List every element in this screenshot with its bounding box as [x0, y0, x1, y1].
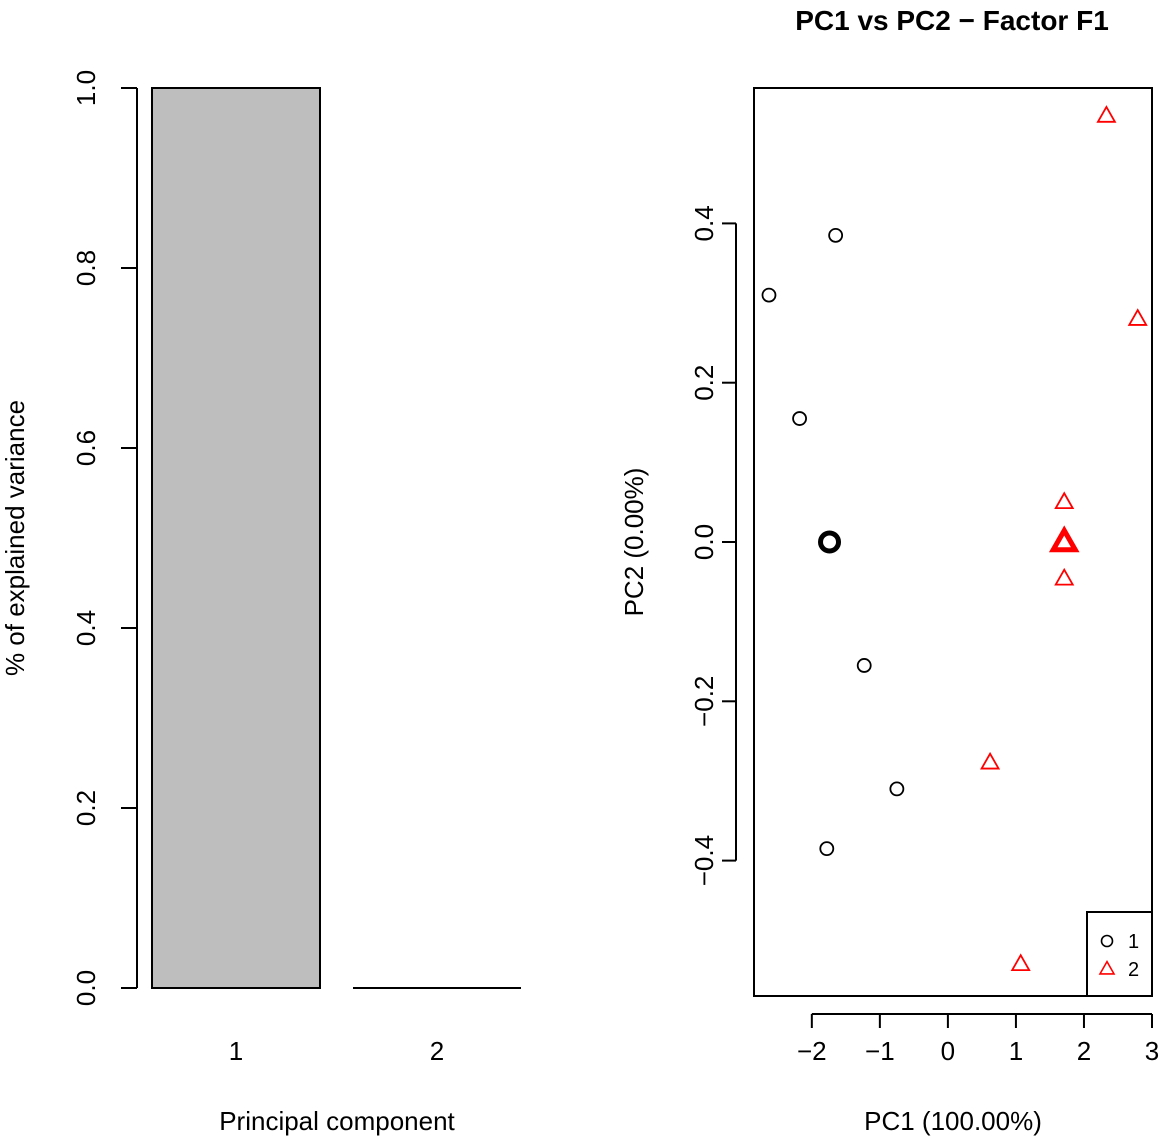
- point-group-2: [1010, 953, 1031, 971]
- point-group-2: [980, 751, 1001, 770]
- legend-label: 2: [1128, 959, 1139, 981]
- point-group-1: [828, 227, 844, 243]
- pca-scatter-chart: PC1 vs PC2 − Factor F1 −2 −1 0 1 2 3 −0.4−0.2…: [619, 5, 1159, 1136]
- y-axis: −0.4 −0.2 0.0 0.2 0.4: [689, 205, 737, 886]
- x-axis-label: Principal component: [219, 1106, 455, 1136]
- plot-area-frame: [753, 87, 1153, 997]
- bar-1: [151, 87, 321, 989]
- point-group-1: [761, 287, 777, 303]
- y-tick-label: 1.0: [71, 70, 101, 106]
- point-group-2: [1127, 308, 1148, 326]
- x-tick-label: −2: [797, 1036, 827, 1066]
- x-tick-label: 1: [229, 1036, 243, 1066]
- point-group-1: [819, 841, 835, 857]
- y-axis-label: PC2 (0.00%): [619, 468, 649, 617]
- x-tick-label: 2: [430, 1036, 444, 1066]
- point-group-1: [792, 411, 807, 426]
- x-tick-label: −1: [865, 1036, 895, 1066]
- legend: 12: [1086, 911, 1153, 997]
- y-tick-label: 0.4: [71, 610, 101, 646]
- legend-marker-2: [1098, 960, 1116, 975]
- y-tick-label: 0.6: [71, 430, 101, 466]
- x-tick-label: 0: [941, 1036, 955, 1066]
- y-axis-label: % of explained variance: [0, 400, 30, 676]
- y-tick-label: 0.2: [71, 790, 101, 826]
- bars-group: [151, 87, 521, 989]
- legend-label: 1: [1128, 931, 1139, 953]
- centroid-group-1: [818, 530, 842, 554]
- x-axis-label: PC1 (100.00%): [864, 1106, 1042, 1136]
- point-group-1: [856, 658, 872, 673]
- point-group-2: [1054, 567, 1075, 586]
- points-group: [761, 105, 1148, 971]
- x-tick-label: 3: [1145, 1036, 1159, 1066]
- centroid-group-2: [1048, 525, 1080, 553]
- y-axis: 0.0 0.2 0.4 0.6 0.8 1.0: [71, 70, 138, 1006]
- y-tick-label: −0.2: [689, 676, 719, 727]
- point-group-2: [1054, 491, 1075, 510]
- y-tick-label: 0.2: [689, 365, 719, 401]
- legend-box: [1086, 911, 1153, 997]
- chart-title: PC1 vs PC2 − Factor F1: [795, 5, 1109, 36]
- y-tick-label: 0.8: [71, 250, 101, 286]
- point-group-1: [889, 781, 905, 797]
- legend-marker-1: [1100, 934, 1114, 948]
- y-tick-label: −0.4: [689, 835, 719, 886]
- x-tick-label: 2: [1077, 1036, 1091, 1066]
- y-tick-label: 0.0: [689, 524, 719, 560]
- y-tick-label: 0.0: [71, 970, 101, 1006]
- x-tick-label: 1: [1009, 1036, 1023, 1066]
- point-group-2: [1096, 105, 1117, 123]
- x-axis: −2 −1 0 1 2 3: [797, 1013, 1159, 1066]
- y-tick-label: 0.4: [689, 205, 719, 241]
